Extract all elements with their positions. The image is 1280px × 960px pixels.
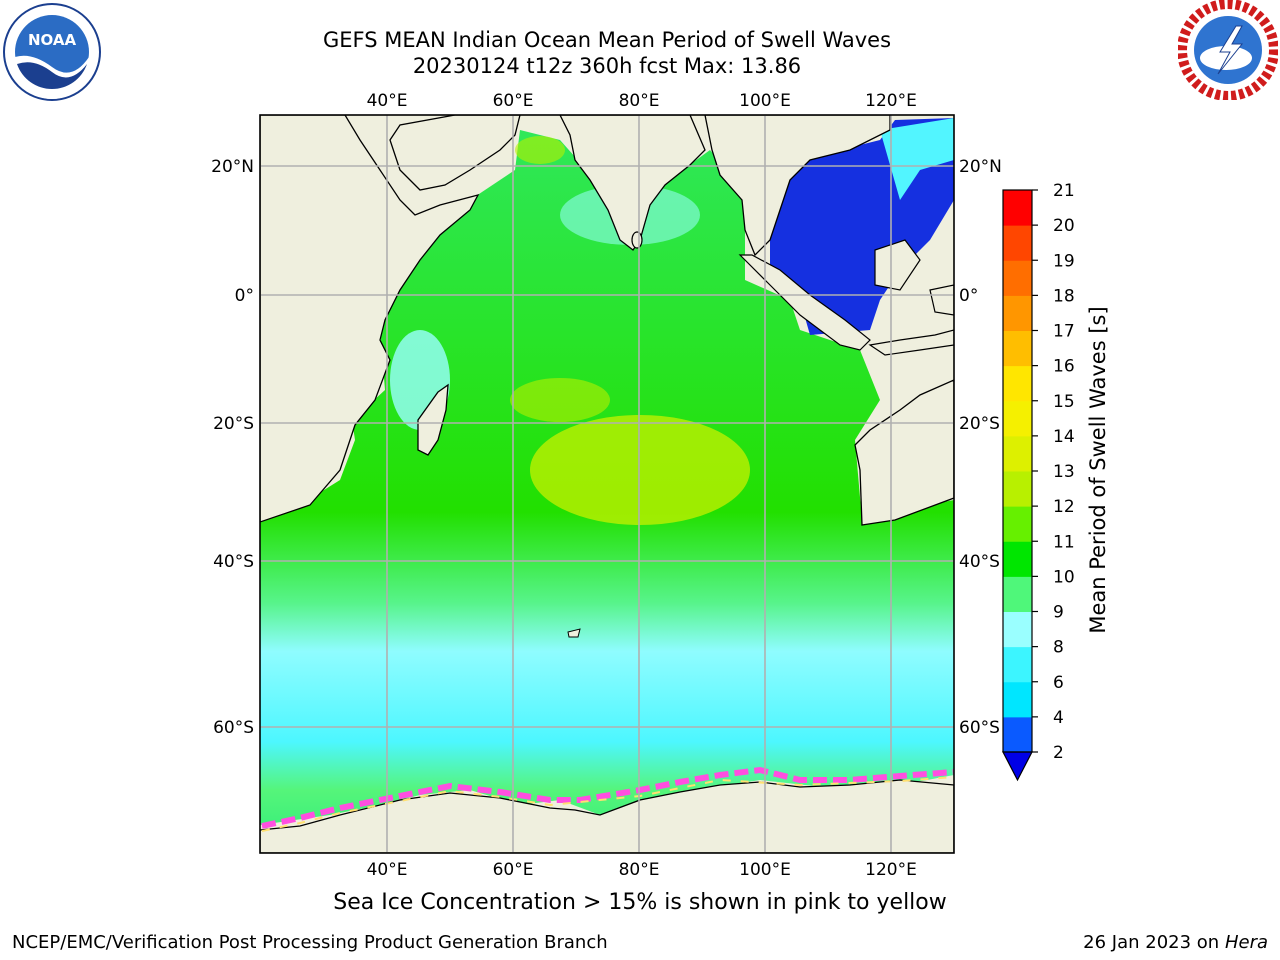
lon-tick-label: 40°E <box>367 860 408 880</box>
colorbar-segment <box>1003 400 1032 437</box>
lon-tick-label: 100°E <box>739 860 791 880</box>
colorbar-tick-label: 15 <box>1053 392 1075 412</box>
colorbar: 2 4 6 8 9 10 11 12 13 14 15 16 17 18 19 20 21 <box>1002 181 1075 782</box>
colorbar-tick-label: 18 <box>1053 286 1075 306</box>
colorbar-segment <box>1003 190 1032 226</box>
lon-tick-label: 120°E <box>865 91 917 111</box>
map-area <box>260 115 954 853</box>
colorbar-segment <box>1003 576 1032 612</box>
colorbar-extend-arrow <box>1002 751 1033 782</box>
colorbar-tick-label: 13 <box>1053 462 1075 482</box>
colorbar-tick-label: 10 <box>1053 567 1075 587</box>
lat-tick-label: 20°S <box>213 414 254 434</box>
noaa-logo-text: NOAA <box>28 31 77 49</box>
footer-date: 26 Jan 2023 on Hera <box>1083 932 1268 953</box>
colorbar-tick-label: 16 <box>1053 357 1075 377</box>
lat-tick-label: 40°S <box>213 552 254 572</box>
lat-tick-label: 20°N <box>959 157 1002 177</box>
lat-tick-label: 20°S <box>959 414 1000 434</box>
lat-tick-label: 60°S <box>213 718 254 738</box>
colorbar-tick-label: 11 <box>1053 532 1075 552</box>
lon-tick-label: 100°E <box>739 91 791 111</box>
lon-tick-label: 60°E <box>493 91 534 111</box>
colorbar-label: Mean Period of Swell Waves [s] <box>1086 306 1110 633</box>
lat-tick-label: 40°S <box>959 552 1000 572</box>
colorbar-tick-label: 12 <box>1053 497 1075 517</box>
sea-ice-band <box>261 766 954 829</box>
colorbar-tick-label: 9 <box>1053 603 1064 623</box>
colorbar-tick-label: 2 <box>1053 743 1064 763</box>
colorbar-tick-label: 19 <box>1053 251 1075 271</box>
colorbar-segment <box>1003 681 1032 718</box>
lon-tick-label: 80°E <box>619 860 660 880</box>
colorbar-tick-label: 17 <box>1053 322 1075 342</box>
lon-tick-label: 80°E <box>619 91 660 111</box>
colorbar-tick-label: 4 <box>1053 708 1064 728</box>
colorbar-segment <box>1003 541 1032 577</box>
lat-tick-label: 0° <box>235 286 254 306</box>
map-frame <box>259 114 955 854</box>
lon-ticks-top: 40°E 60°E 80°E 100°E 120°E <box>367 91 917 111</box>
colorbar-tick-label: 20 <box>1053 216 1075 236</box>
map-gridlines <box>260 115 954 853</box>
footer-date-text: 26 Jan 2023 on <box>1083 932 1220 953</box>
colorbar-segment <box>1003 506 1032 542</box>
colorbar-segment <box>1003 646 1032 683</box>
colorbar-segment <box>1003 611 1032 648</box>
lat-ticks-left: 20°N 0° 20°S 40°S 60°S <box>211 157 254 738</box>
lat-tick-label: 60°S <box>959 718 1000 738</box>
footer-machine: Hera <box>1224 932 1268 953</box>
colorbar-tick-label: 8 <box>1053 638 1064 658</box>
colorbar-tick-label: 21 <box>1053 181 1075 201</box>
colorbar-segment <box>1003 435 1032 472</box>
lat-tick-label: 20°N <box>211 157 254 177</box>
colorbar-segment <box>1003 330 1032 367</box>
colorbar-segment <box>1003 365 1032 402</box>
lon-tick-label: 40°E <box>367 91 408 111</box>
lat-tick-label: 0° <box>959 286 978 306</box>
madagascar-land <box>417 383 449 456</box>
nws-logo-icon <box>1178 0 1278 100</box>
footer-credit: NCEP/EMC/Verification Post Processing Pr… <box>12 932 608 953</box>
colorbar-segment <box>1003 716 1032 753</box>
noaa-logo-icon: NOAA <box>3 3 101 101</box>
colorbar-segment <box>1003 260 1032 296</box>
lat-ticks-right: 20°N 0° 20°S 40°S 60°S <box>959 157 1002 738</box>
lon-tick-label: 120°E <box>865 860 917 880</box>
chart-subtitle: 20230124 t12z 360h fcst Max: 13.86 <box>412 54 802 78</box>
colorbar-segment <box>1003 471 1032 507</box>
colorbar-tick-label: 6 <box>1053 673 1064 693</box>
colorbar-segment <box>1003 225 1032 261</box>
colorbar-segment <box>1003 295 1032 331</box>
swell-max-region <box>530 415 750 525</box>
chart-title: GEFS MEAN Indian Ocean Mean Period of Sw… <box>322 28 892 52</box>
colorbar-tick-label: 14 <box>1053 427 1075 447</box>
australia-land <box>854 379 954 526</box>
lon-tick-label: 60°E <box>493 860 534 880</box>
sea-ice-note: Sea Ice Concentration > 15% is shown in … <box>333 890 947 915</box>
lon-ticks-bottom: 40°E 60°E 80°E 100°E 120°E <box>367 860 917 880</box>
